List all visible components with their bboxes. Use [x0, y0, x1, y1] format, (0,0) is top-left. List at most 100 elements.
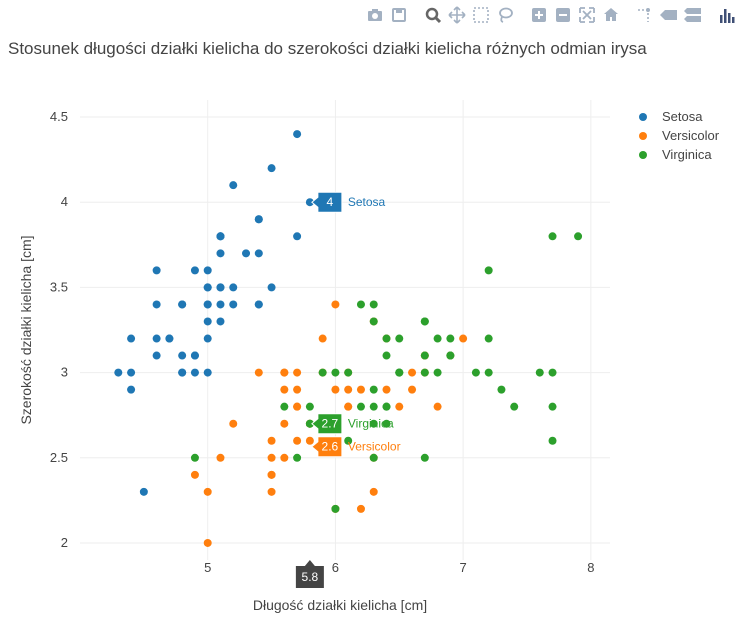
data-point[interactable]	[293, 402, 302, 411]
legend-entry[interactable]: Setosa	[662, 109, 703, 124]
zoom-out-button[interactable]	[553, 5, 573, 25]
data-point[interactable]	[229, 300, 238, 309]
data-point[interactable]	[318, 368, 327, 377]
zoom-in-button[interactable]	[529, 5, 549, 25]
zoom-button[interactable]	[423, 5, 443, 25]
data-point[interactable]	[433, 334, 442, 343]
data-point[interactable]	[293, 385, 302, 394]
plotly-logo-button[interactable]	[717, 5, 737, 25]
data-point[interactable]	[548, 402, 557, 411]
data-point[interactable]	[395, 368, 404, 377]
data-point[interactable]	[190, 351, 199, 360]
data-point[interactable]	[216, 453, 225, 462]
data-point[interactable]	[203, 300, 212, 309]
data-point[interactable]	[484, 266, 493, 275]
data-point[interactable]	[190, 453, 199, 462]
legend-entry[interactable]: Versicolor	[662, 128, 720, 143]
data-point[interactable]	[395, 402, 404, 411]
data-point[interactable]	[382, 385, 391, 394]
data-point[interactable]	[369, 300, 378, 309]
data-point[interactable]	[446, 334, 455, 343]
data-point[interactable]	[408, 385, 417, 394]
data-point[interactable]	[280, 402, 289, 411]
data-point[interactable]	[356, 385, 365, 394]
data-point[interactable]	[574, 232, 583, 241]
data-point[interactable]	[190, 266, 199, 275]
data-point[interactable]	[382, 334, 391, 343]
data-point[interactable]	[267, 164, 276, 173]
lasso-button[interactable]	[495, 5, 515, 25]
data-point[interactable]	[420, 351, 429, 360]
data-point[interactable]	[203, 538, 212, 547]
data-point[interactable]	[382, 402, 391, 411]
data-point[interactable]	[216, 232, 225, 241]
hover-compare-button[interactable]	[683, 5, 703, 25]
data-point[interactable]	[216, 249, 225, 258]
data-point[interactable]	[395, 334, 404, 343]
data-point[interactable]	[433, 368, 442, 377]
data-point[interactable]	[216, 300, 225, 309]
data-point[interactable]	[280, 385, 289, 394]
data-point[interactable]	[433, 402, 442, 411]
data-point[interactable]	[139, 487, 148, 496]
data-point[interactable]	[242, 249, 251, 258]
data-point[interactable]	[305, 402, 314, 411]
data-point[interactable]	[305, 419, 314, 428]
data-point[interactable]	[216, 283, 225, 292]
data-point[interactable]	[165, 334, 174, 343]
data-point[interactable]	[331, 368, 340, 377]
data-point[interactable]	[280, 453, 289, 462]
data-point[interactable]	[203, 283, 212, 292]
data-point[interactable]	[471, 368, 480, 377]
data-point[interactable]	[203, 334, 212, 343]
data-point[interactable]	[178, 300, 187, 309]
data-point[interactable]	[254, 249, 263, 258]
data-point[interactable]	[293, 130, 302, 139]
data-point[interactable]	[369, 419, 378, 428]
data-point[interactable]	[293, 453, 302, 462]
data-point[interactable]	[178, 351, 187, 360]
reset-axes-button[interactable]	[601, 5, 621, 25]
data-point[interactable]	[331, 300, 340, 309]
data-point[interactable]	[382, 419, 391, 428]
data-point[interactable]	[331, 385, 340, 394]
data-point[interactable]	[344, 402, 353, 411]
data-point[interactable]	[420, 453, 429, 462]
data-point[interactable]	[203, 317, 212, 326]
data-point[interactable]	[178, 368, 187, 377]
data-point[interactable]	[152, 266, 161, 275]
data-point[interactable]	[331, 504, 340, 513]
data-point[interactable]	[254, 215, 263, 224]
data-point[interactable]	[203, 266, 212, 275]
data-point[interactable]	[229, 419, 238, 428]
legend-marker[interactable]	[639, 132, 647, 140]
autoscale-button[interactable]	[577, 5, 597, 25]
data-point[interactable]	[497, 385, 506, 394]
data-point[interactable]	[420, 317, 429, 326]
hover-closest-button[interactable]	[659, 5, 679, 25]
data-point[interactable]	[267, 453, 276, 462]
data-point[interactable]	[305, 198, 314, 207]
data-point[interactable]	[356, 402, 365, 411]
data-point[interactable]	[267, 487, 276, 496]
data-point[interactable]	[254, 368, 263, 377]
data-point[interactable]	[127, 385, 136, 394]
data-point[interactable]	[293, 368, 302, 377]
data-point[interactable]	[216, 317, 225, 326]
pan-button[interactable]	[447, 5, 467, 25]
data-point[interactable]	[548, 368, 557, 377]
data-point[interactable]	[152, 334, 161, 343]
data-point[interactable]	[344, 368, 353, 377]
data-point[interactable]	[510, 402, 519, 411]
data-point[interactable]	[293, 436, 302, 445]
data-point[interactable]	[229, 181, 238, 190]
legend-marker[interactable]	[639, 113, 647, 121]
data-point[interactable]	[356, 504, 365, 513]
data-point[interactable]	[203, 487, 212, 496]
data-point[interactable]	[203, 368, 212, 377]
data-point[interactable]	[293, 232, 302, 241]
data-point[interactable]	[548, 232, 557, 241]
data-point[interactable]	[190, 368, 199, 377]
data-point[interactable]	[152, 351, 161, 360]
data-point[interactable]	[420, 368, 429, 377]
